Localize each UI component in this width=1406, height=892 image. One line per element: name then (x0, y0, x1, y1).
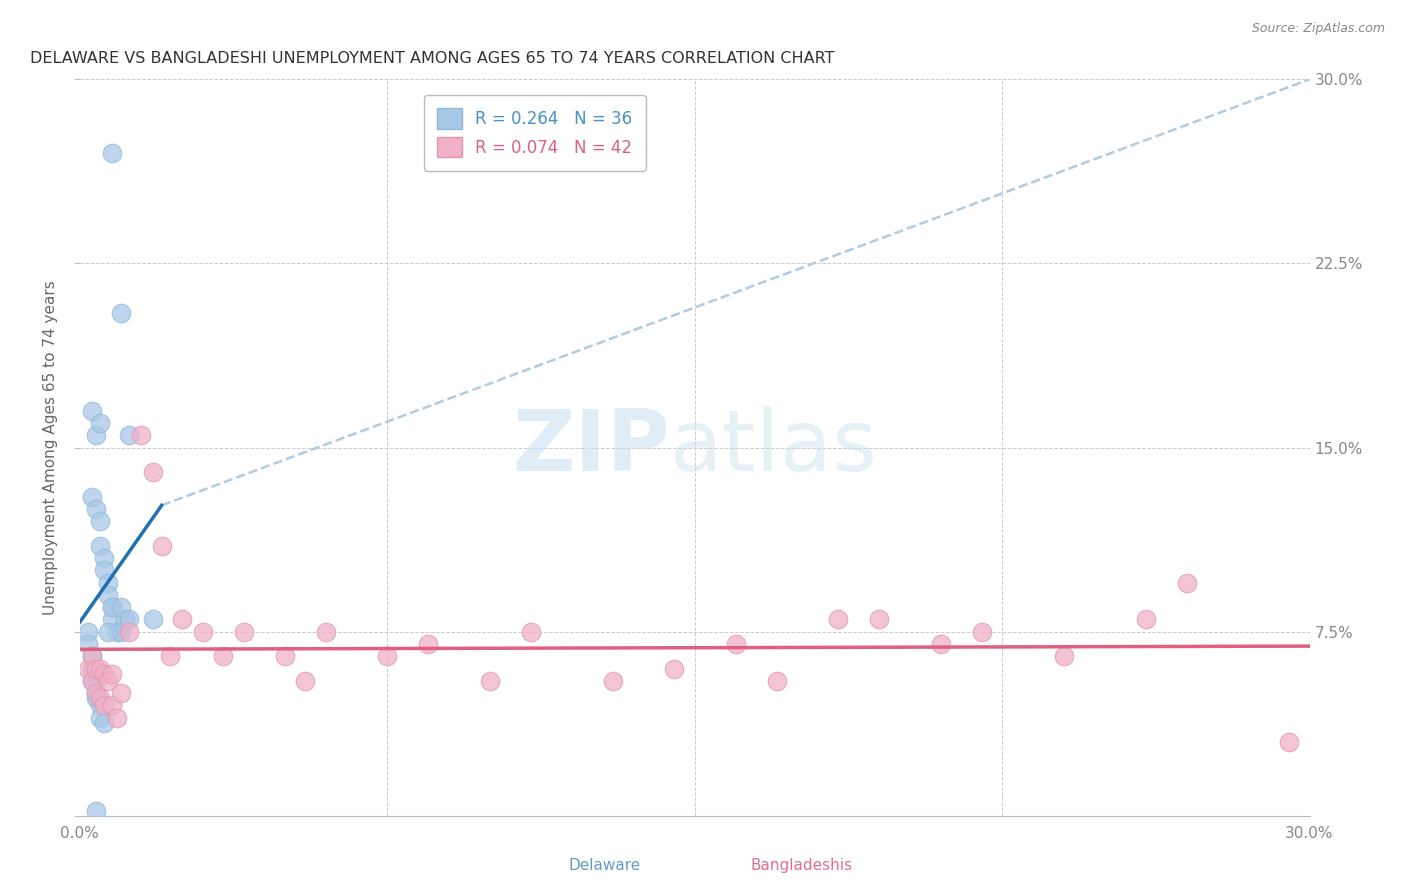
Point (1278, 735, 1301, 749)
Text: Bangladeshis: Bangladeshis (751, 858, 852, 872)
Point (212, 649, 235, 664)
Point (315, 624, 337, 639)
Point (105, 624, 128, 639)
Text: atlas: atlas (671, 406, 877, 489)
Point (602, 673, 624, 688)
Legend: R = 0.264   N = 36, R = 0.074   N = 42: R = 0.264 N = 36, R = 0.074 N = 42 (423, 95, 645, 170)
Point (827, 612, 849, 626)
Point (93, 698, 115, 713)
Point (929, 637, 952, 651)
Point (110, 624, 132, 639)
Point (519, 624, 541, 639)
Point (80, 404, 103, 418)
Point (76, 624, 98, 639)
Point (868, 612, 890, 626)
Point (97, 588, 120, 602)
Point (101, 600, 124, 615)
Point (724, 637, 747, 651)
Point (84, 428, 107, 442)
Text: Delaware: Delaware (568, 858, 641, 872)
Point (84, 502, 107, 516)
Y-axis label: Unemployment Among Ages 65 to 74 years: Unemployment Among Ages 65 to 74 years (44, 280, 58, 615)
Point (89, 662, 111, 676)
Point (80, 649, 103, 664)
Point (1052, 649, 1074, 664)
Point (97, 673, 120, 688)
Point (80, 490, 103, 504)
Point (84, 662, 107, 676)
Point (150, 539, 173, 553)
Point (89, 711, 111, 725)
Point (118, 428, 141, 442)
Point (232, 624, 254, 639)
Point (114, 612, 136, 626)
Point (84, 686, 107, 700)
Point (118, 624, 141, 639)
Point (129, 428, 152, 442)
Point (1175, 575, 1198, 590)
Point (101, 146, 124, 161)
Point (93, 715, 115, 730)
Point (101, 612, 124, 626)
Point (118, 612, 141, 626)
Point (97, 624, 120, 639)
Point (76, 662, 98, 676)
Point (84, 686, 107, 700)
Point (662, 662, 685, 676)
Point (191, 624, 214, 639)
Point (101, 666, 124, 681)
Point (172, 612, 194, 626)
Point (93, 551, 115, 566)
Point (294, 673, 316, 688)
Point (84, 804, 107, 818)
Point (80, 662, 103, 676)
Point (101, 600, 124, 615)
Text: Source: ZipAtlas.com: Source: ZipAtlas.com (1251, 22, 1385, 36)
Point (89, 539, 111, 553)
Point (84, 691, 107, 706)
Point (273, 649, 295, 664)
Point (84, 673, 107, 688)
Point (110, 305, 132, 319)
Point (105, 711, 128, 725)
Text: ZIP: ZIP (512, 406, 671, 489)
Point (80, 673, 103, 688)
Point (478, 673, 501, 688)
Point (101, 698, 124, 713)
Point (765, 673, 787, 688)
Point (89, 698, 111, 713)
Point (142, 465, 165, 479)
Point (89, 691, 111, 706)
Point (76, 637, 98, 651)
Point (89, 514, 111, 528)
Point (93, 563, 115, 577)
Point (110, 600, 132, 615)
Point (159, 649, 181, 664)
Point (142, 612, 165, 626)
Point (970, 624, 993, 639)
Point (80, 649, 103, 664)
Point (93, 666, 115, 681)
Text: DELAWARE VS BANGLADESHI UNEMPLOYMENT AMONG AGES 65 TO 74 YEARS CORRELATION CHART: DELAWARE VS BANGLADESHI UNEMPLOYMENT AMO… (31, 51, 835, 66)
Point (80, 673, 103, 688)
Point (416, 637, 439, 651)
Point (375, 649, 398, 664)
Point (89, 416, 111, 430)
Point (97, 575, 120, 590)
Point (110, 686, 132, 700)
Point (1135, 612, 1157, 626)
